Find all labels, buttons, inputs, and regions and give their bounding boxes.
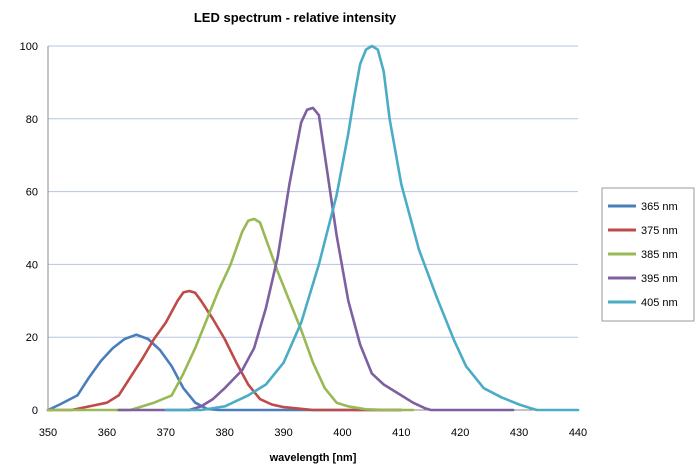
x-tick-label-360: 360 (98, 427, 116, 439)
x-tick-label-390: 390 (274, 427, 292, 439)
series-line-375-nm (46, 289, 403, 412)
legend-label-375-nm: 375 nm (641, 225, 678, 237)
y-tick-labels: 0 20 40 60 80 100 (20, 41, 38, 417)
y-tick-label-40: 40 (26, 259, 38, 271)
chart-title: LED spectrum - relative intensity (194, 10, 397, 25)
legend-label-395-nm: 395 nm (641, 273, 678, 285)
y-tick-label-60: 60 (26, 187, 38, 199)
series-line-405-nm (164, 44, 580, 412)
series-lines (46, 44, 580, 412)
x-tick-label-410: 410 (392, 427, 410, 439)
y-tick-label-20: 20 (26, 332, 38, 344)
series-line-385-nm (46, 217, 415, 412)
x-tick-label-440: 440 (569, 427, 587, 439)
x-tick-label-380: 380 (215, 427, 233, 439)
x-tick-labels: 350 360 370 380 390 400 410 420 430 440 (39, 427, 587, 439)
gridlines (48, 45, 578, 338)
legend-label-385-nm: 385 nm (641, 249, 678, 261)
y-tick-label-100: 100 (20, 41, 38, 53)
y-tick-label-0: 0 (32, 405, 38, 417)
legend-label-365-nm: 365 nm (641, 201, 678, 213)
x-axis-title: wavelength [nm] (269, 452, 357, 464)
x-tick-label-400: 400 (333, 427, 351, 439)
x-tick-label-430: 430 (510, 427, 528, 439)
y-tick-label-80: 80 (26, 114, 38, 126)
x-tick-label-350: 350 (39, 427, 57, 439)
series-line-395-nm (117, 106, 515, 412)
legend: 365 nm 375 nm 385 nm 395 nm 405 nm (601, 187, 695, 322)
series-line-365-nm (46, 333, 403, 412)
x-tick-label-420: 420 (451, 427, 469, 439)
x-tick-label-370: 370 (157, 427, 175, 439)
legend-label-405-nm: 405 nm (641, 297, 678, 309)
